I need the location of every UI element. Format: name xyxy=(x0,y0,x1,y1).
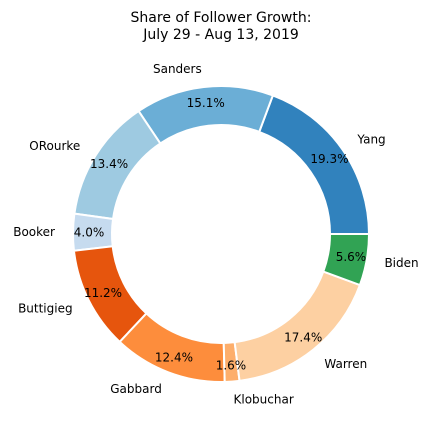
category-label-warren: Warren xyxy=(324,357,367,371)
category-label-sanders: Sanders xyxy=(153,62,202,76)
category-label-biden: Biden xyxy=(384,256,418,270)
percent-label-booker: 4.0% xyxy=(74,225,105,239)
category-label-buttigieg: Buttigieg xyxy=(18,301,73,315)
category-label-klobuchar: Klobuchar xyxy=(234,393,294,407)
slice-biden xyxy=(322,233,371,287)
category-label-yang: Yang xyxy=(356,132,385,146)
chart-title-line-2: July 29 - Aug 13, 2019 xyxy=(142,27,299,43)
percent-label-biden: 5.6% xyxy=(336,250,367,264)
percent-label-klobuchar: 1.6% xyxy=(216,359,247,373)
slice-gabbard xyxy=(118,312,226,383)
slice-sanders xyxy=(137,85,275,145)
percent-label-orourke: 13.4% xyxy=(90,157,128,171)
chart-title-line-1: Share of Follower Growth: xyxy=(131,10,312,26)
percent-label-yang: 19.3% xyxy=(310,152,348,166)
category-label-orourke: ORourke xyxy=(29,139,80,153)
percent-label-sanders: 15.1% xyxy=(187,96,225,110)
slice-group xyxy=(72,85,371,383)
percent-label-buttigieg: 11.2% xyxy=(84,286,122,300)
category-label-booker: Booker xyxy=(13,225,55,239)
percent-label-gabbard: 12.4% xyxy=(155,350,193,364)
label-group: Yang 19.3% Sanders 15.1% ORourke 13.4% Booker 4… xyxy=(13,62,418,406)
percent-label-warren: 17.4% xyxy=(284,330,322,344)
category-label-gabbard: Gabbard xyxy=(110,382,162,396)
